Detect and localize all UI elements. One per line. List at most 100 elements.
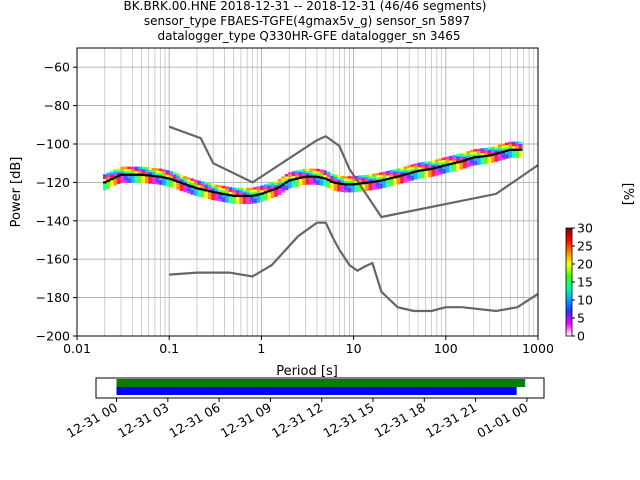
ppsd-cell <box>235 199 240 202</box>
ppsd-cell <box>235 187 240 191</box>
ppsd-cell <box>456 165 460 169</box>
y-tick-label: −180 <box>36 290 70 305</box>
ppsd-cell <box>162 171 166 175</box>
ppsd-cell <box>141 176 146 179</box>
ppsd-cell <box>151 177 156 180</box>
ppsd-cell <box>186 179 191 182</box>
ppsd-cell <box>183 176 187 179</box>
timeline-tick-label: 12-31 09 <box>218 400 274 441</box>
ppsd-cell <box>120 175 125 179</box>
ppsd-cell <box>393 178 397 181</box>
ppsd-cell <box>487 156 492 160</box>
ppsd-cell <box>221 190 226 193</box>
ppsd-cell <box>207 183 212 186</box>
ppsd-cell <box>393 180 397 184</box>
ppsd-cell <box>183 178 187 181</box>
ppsd-cell <box>260 187 264 191</box>
timeline-tick-label: 12-31 06 <box>166 400 222 441</box>
ppsd-cell <box>221 195 226 198</box>
ppsd-cell <box>158 173 163 176</box>
ppsd-cell <box>379 186 383 189</box>
colorbar-tick-label: 25 <box>577 239 593 254</box>
ppsd-cell <box>386 184 390 188</box>
ppsd-cell <box>134 178 139 181</box>
ppsd-cell <box>228 198 233 202</box>
ppsd-cell <box>144 171 149 175</box>
ppsd-cell <box>127 180 132 183</box>
ppsd-cell <box>396 179 401 183</box>
chart-title: BK.BRK.00.HNE 2018-12-31 -- 2018-12-31 (… <box>124 0 487 43</box>
ppsd-cell <box>515 155 520 158</box>
ppsd-cell <box>330 178 334 181</box>
ppsd-cell <box>337 177 341 180</box>
ppsd-cell <box>267 196 271 200</box>
ppsd-cell <box>249 201 254 204</box>
title-line-2: sensor_type FBAES-TGFE(4gmax5v_g) sensor… <box>144 14 470 28</box>
ppsd-cell <box>382 176 387 179</box>
ppsd-cell <box>490 151 495 154</box>
ppsd-cell <box>267 192 271 195</box>
ppsd-cell <box>501 155 506 158</box>
ppsd-cell <box>379 183 383 187</box>
ppsd-cell <box>508 143 513 147</box>
ppsd-cell <box>228 200 233 204</box>
ppsd-cell <box>144 169 149 172</box>
ppsd-cell <box>431 164 436 168</box>
ppsd-cell <box>330 185 334 188</box>
colorbar: 0 5 10 15 20 25 30 <box>565 221 593 344</box>
ppsd-cell <box>214 193 219 197</box>
ppsd-cell <box>284 185 289 189</box>
ppsd-cell <box>340 178 345 181</box>
ppsd-cell <box>470 154 474 157</box>
ppsd-cell <box>375 177 380 181</box>
ppsd-cell <box>456 156 460 159</box>
ppsd-cell <box>207 196 212 200</box>
ppsd-cell <box>424 166 429 169</box>
ppsd-cell <box>109 173 114 176</box>
timeline-tick-label: 12-31 12 <box>269 400 325 441</box>
ppsd-cell <box>239 187 243 191</box>
ppsd-cell <box>497 153 502 157</box>
ppsd-cell <box>340 180 345 183</box>
ppsd-cell <box>396 168 401 171</box>
ppsd-cell <box>386 182 390 185</box>
ppsd-cell <box>494 150 499 153</box>
ppsd-cell <box>200 181 205 184</box>
ppsd-cell <box>151 172 156 175</box>
ppsd-cell <box>179 184 184 187</box>
ppsd-cell <box>389 169 394 173</box>
ppsd-cell <box>197 192 201 195</box>
ppsd-cell <box>277 181 282 184</box>
ppsd-cell <box>225 198 229 201</box>
ppsd-cell <box>501 143 506 147</box>
ppsd-cell <box>134 180 139 183</box>
ppsd-cell <box>428 161 432 164</box>
ppsd-cell <box>232 199 236 202</box>
ppsd-cell <box>459 162 464 165</box>
ppsd-cell <box>113 173 118 177</box>
y-tick-label: −80 <box>44 98 70 113</box>
ppsd-cell <box>424 163 429 167</box>
ppsd-cell <box>214 186 219 190</box>
ppsd-cell <box>232 192 236 195</box>
ppsd-cell <box>263 184 268 187</box>
ppsd-cell <box>466 164 471 168</box>
ppsd-cell <box>463 163 467 167</box>
ppsd-cell <box>221 188 226 191</box>
ppsd-cell <box>190 187 194 191</box>
ppsd-cell <box>151 167 156 171</box>
ppsd-cell <box>389 172 394 175</box>
x-tick-label: 1 <box>257 341 265 356</box>
ppsd-cell <box>508 141 513 145</box>
ppsd-cell <box>330 173 334 177</box>
ppsd-cell <box>256 186 261 189</box>
ppsd-cell <box>260 185 264 188</box>
ppsd-cell <box>459 164 464 168</box>
ppsd-cell <box>483 161 488 165</box>
ppsd-cell <box>158 170 163 174</box>
ppsd-cell <box>403 170 408 174</box>
ppsd-cell <box>456 167 460 171</box>
noise-model-series <box>104 125 539 313</box>
ppsd-cell <box>232 201 236 204</box>
ppsd-cell <box>361 186 366 189</box>
